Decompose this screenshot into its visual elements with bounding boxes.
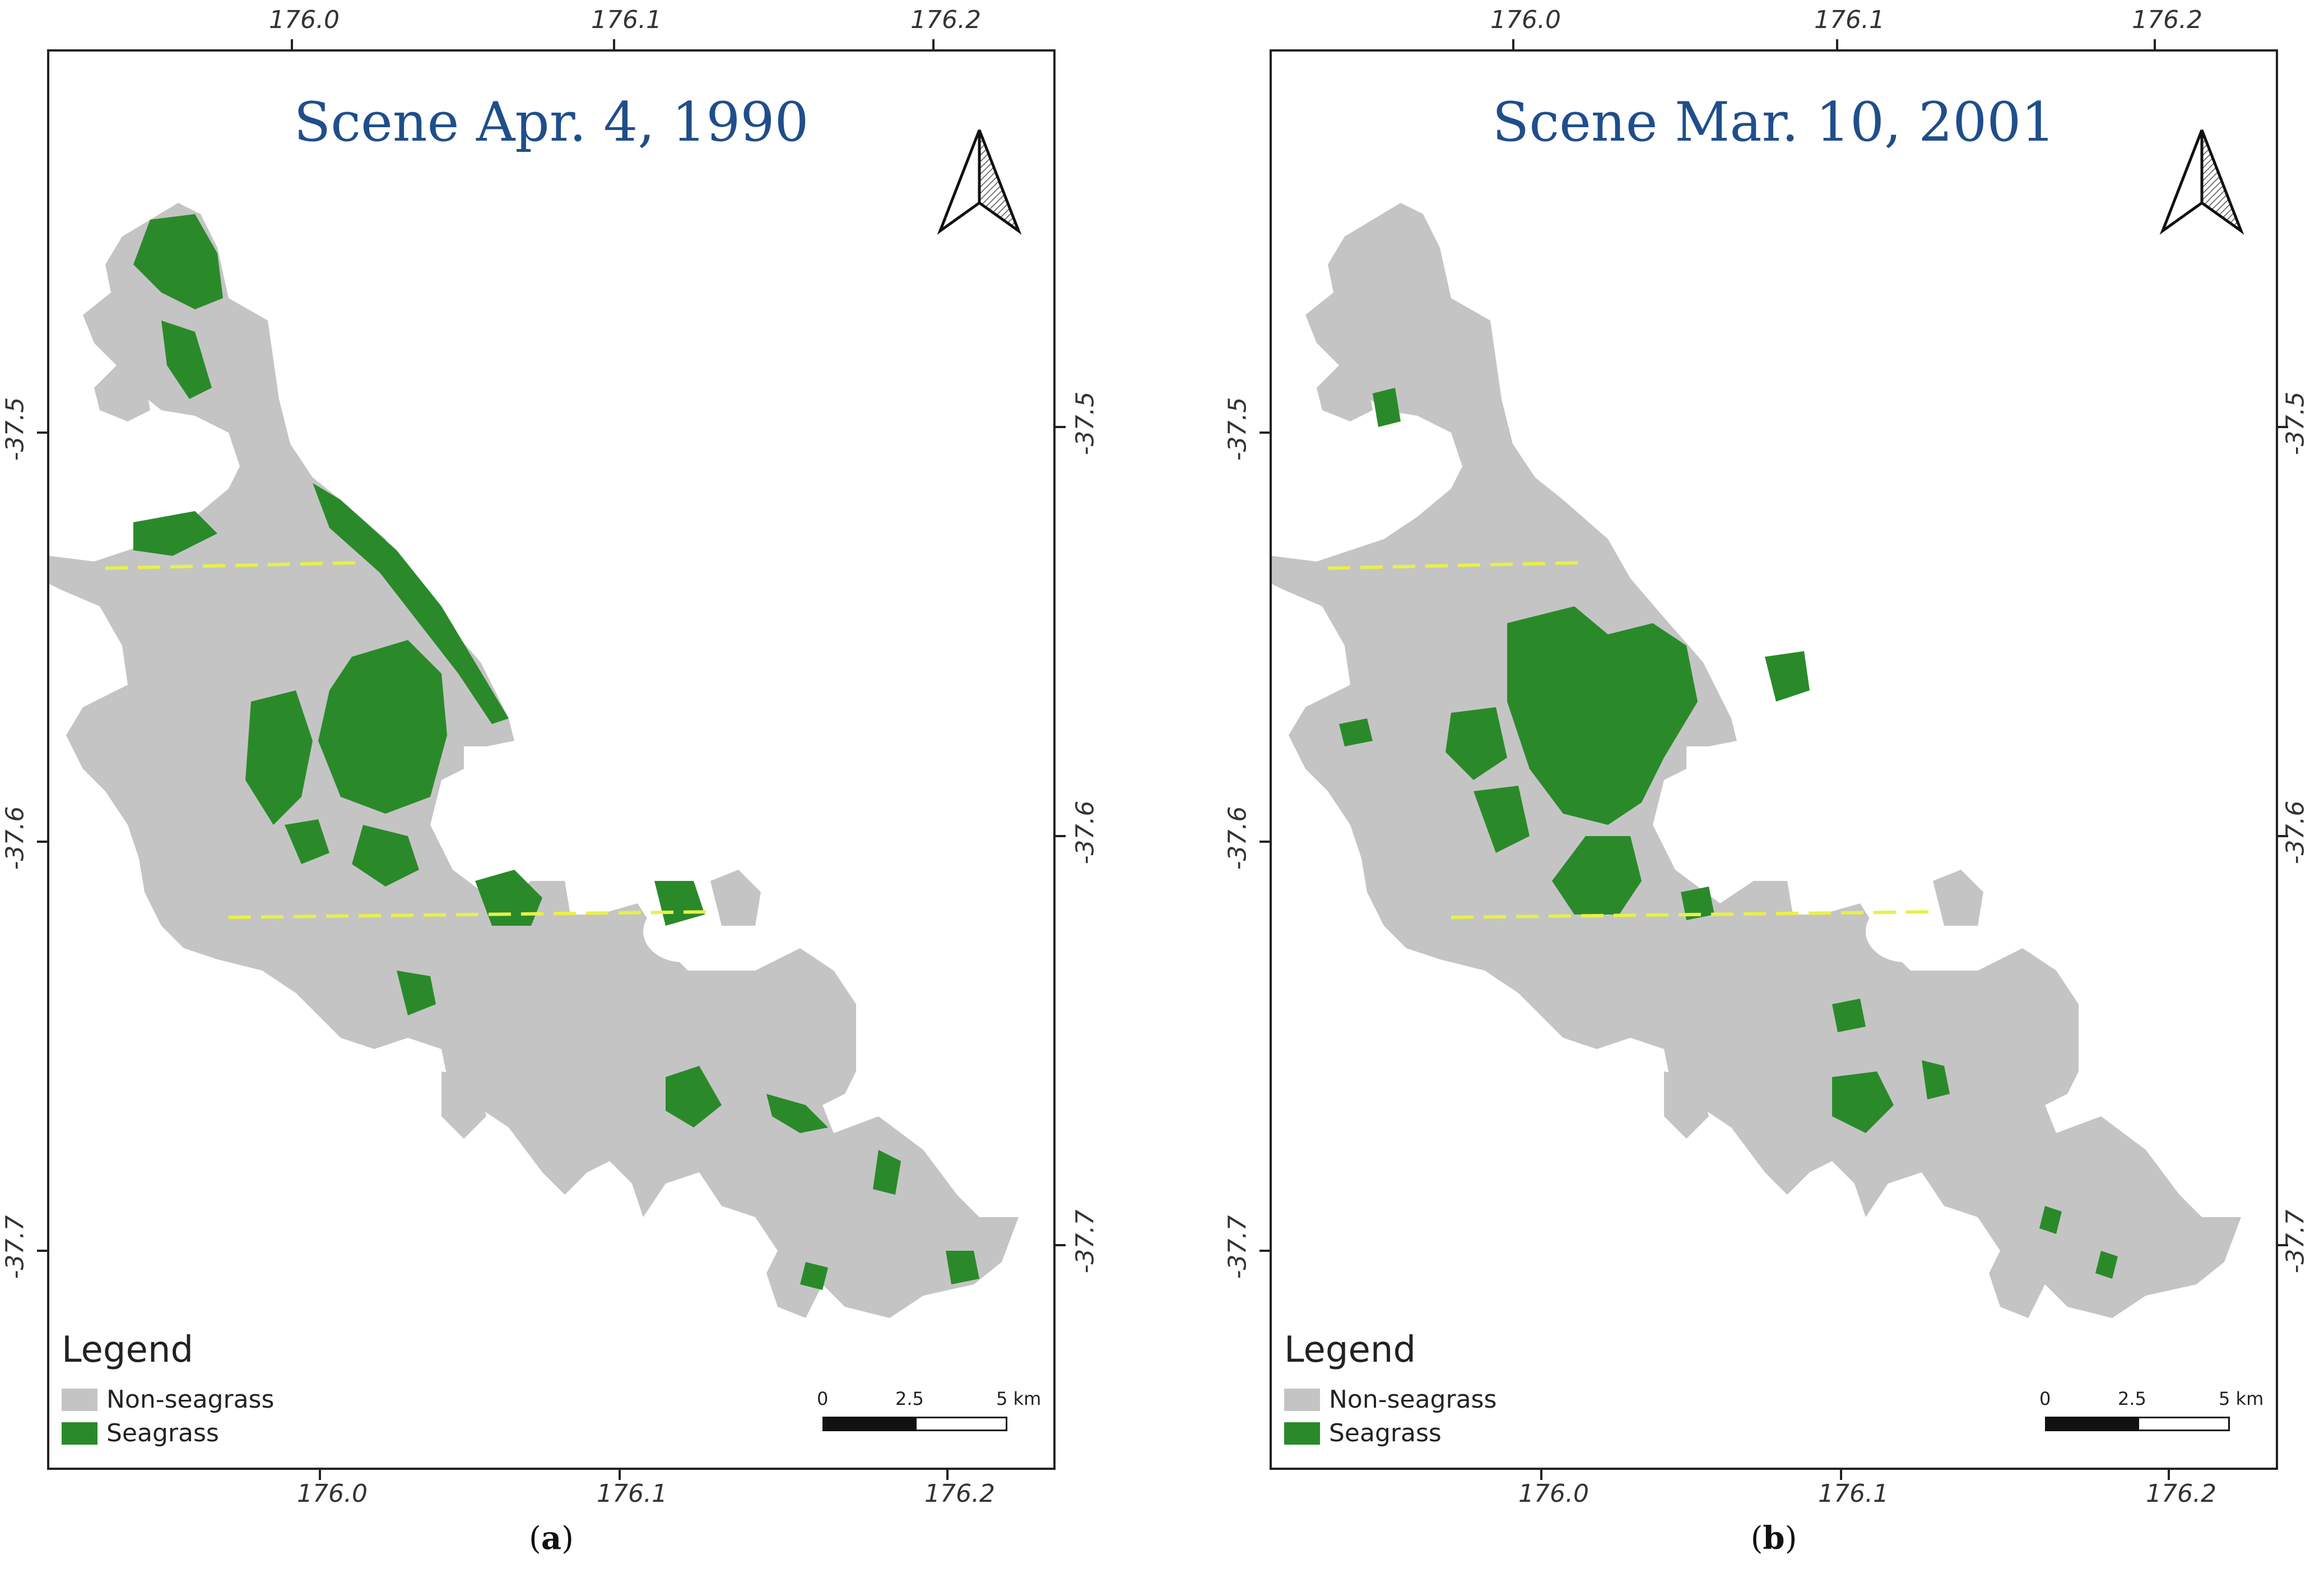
north-arrow-icon — [937, 129, 1022, 235]
legend-title: Legend — [62, 1329, 194, 1371]
tick-mark — [37, 1250, 47, 1252]
tick-mark — [319, 1470, 321, 1480]
tick-mark — [37, 431, 47, 434]
y-tick-left-label: -37.7 — [1223, 1215, 1252, 1279]
legend-title: Legend — [1284, 1329, 1416, 1371]
tick-mark — [1512, 39, 1514, 49]
tick-mark — [2278, 426, 2288, 428]
scale-bar-black — [822, 1417, 915, 1431]
legend-item-seagrass: Seagrass — [1284, 1419, 1442, 1447]
legend-item-non-seagrass: Non-seagrass — [1284, 1385, 1496, 1414]
y-tick-left-label: -37.7 — [1, 1215, 30, 1279]
x-tick-top-label: 176.2 — [910, 6, 981, 34]
tick-mark — [1056, 1244, 1066, 1246]
map-panel-b: Scene Mar. 10, 2001 Legend Non-seagrass … — [1270, 49, 2278, 1470]
tick-mark — [1056, 835, 1066, 837]
x-tick-top-label: 176.0 — [1490, 6, 1561, 34]
scale-label-end: 5 km — [2219, 1388, 2264, 1409]
tick-mark — [1840, 1470, 1842, 1480]
tick-mark — [2168, 1470, 2170, 1480]
tick-mark — [946, 1470, 949, 1480]
transect-lines — [105, 561, 717, 919]
scene-title: Scene Apr. 4, 1990 — [294, 91, 809, 154]
y-tick-right-label: -37.5 — [1071, 391, 1100, 456]
tick-mark — [37, 841, 47, 843]
map-canvas — [1272, 203, 2241, 1318]
swatch-green-icon — [1284, 1422, 1320, 1445]
scale-bar-white — [2137, 1417, 2230, 1431]
legend-item-seagrass: Seagrass — [62, 1419, 219, 1447]
y-tick-right-label: -37.5 — [2281, 391, 2310, 456]
legend-label: Non-seagrass — [106, 1385, 275, 1414]
legend-label: Non-seagrass — [1329, 1385, 1497, 1414]
y-tick-right-label: -37.6 — [2281, 800, 2310, 865]
x-tick-bottom-label: 176.2 — [924, 1479, 995, 1508]
y-tick-left-label: -37.5 — [1223, 397, 1252, 461]
y-tick-right-label: -37.6 — [1071, 800, 1100, 865]
scale-label-0: 0 — [817, 1388, 829, 1409]
tick-mark — [1259, 1250, 1270, 1252]
scene-title: Scene Mar. 10, 2001 — [1492, 91, 2056, 154]
x-tick-bottom-label: 176.0 — [297, 1479, 368, 1508]
y-tick-left-label: -37.6 — [1, 806, 30, 870]
x-tick-top-label: 176.1 — [591, 6, 662, 34]
x-tick-bottom-label: 176.1 — [597, 1479, 667, 1508]
tick-mark — [932, 39, 935, 49]
x-tick-bottom-label: 176.0 — [1518, 1479, 1589, 1508]
legend-label: Seagrass — [106, 1419, 219, 1447]
tick-mark — [1259, 431, 1270, 434]
tick-mark — [2278, 1244, 2288, 1246]
tick-mark — [1836, 39, 1838, 49]
caption-b: (b) — [1750, 1520, 1797, 1557]
transect-lines — [1327, 561, 1939, 919]
seagrass-patches — [133, 214, 979, 1290]
x-tick-bottom-label: 176.2 — [2146, 1479, 2216, 1508]
x-tick-bottom-label: 176.1 — [1818, 1479, 1889, 1508]
y-tick-left-label: -37.5 — [1, 397, 30, 461]
map-panel-a: Scene Apr. 4, 1990 Legend Non-seagrass S… — [47, 49, 1056, 1470]
swatch-gray-icon — [62, 1388, 97, 1411]
estuary-non-seagrass — [49, 203, 1019, 1318]
tick-mark — [2278, 835, 2288, 837]
tick-mark — [1259, 841, 1270, 843]
tick-mark — [613, 39, 615, 49]
x-tick-top-label: 176.1 — [1814, 6, 1885, 34]
x-tick-top-label: 176.2 — [2132, 6, 2202, 34]
caption-a: (a) — [528, 1520, 574, 1557]
swatch-green-icon — [62, 1422, 97, 1445]
estuary-non-seagrass — [1272, 203, 2241, 1318]
tick-mark — [1540, 1470, 1542, 1480]
scale-label-0: 0 — [2039, 1388, 2051, 1409]
scale-bar-white — [915, 1417, 1007, 1431]
y-tick-right-label: -37.7 — [1071, 1209, 1100, 1274]
scale-label-mid: 2.5 — [2118, 1388, 2146, 1409]
seagrass-patches — [1339, 388, 2118, 1279]
tick-mark — [1056, 426, 1066, 428]
legend-item-non-seagrass: Non-seagrass — [62, 1385, 274, 1414]
x-tick-top-label: 176.0 — [269, 6, 340, 34]
legend-label: Seagrass — [1329, 1419, 1442, 1447]
tick-mark — [291, 39, 293, 49]
tick-mark — [619, 1470, 621, 1480]
north-arrow-icon — [2159, 129, 2244, 235]
swatch-gray-icon — [1284, 1388, 1320, 1411]
scale-bar-black — [2045, 1417, 2137, 1431]
map-canvas — [49, 203, 1019, 1318]
tick-mark — [2154, 39, 2156, 49]
scale-label-mid: 2.5 — [895, 1388, 924, 1409]
scale-label-end: 5 km — [996, 1388, 1042, 1409]
y-tick-right-label: -37.7 — [2281, 1209, 2310, 1274]
y-tick-left-label: -37.6 — [1223, 806, 1252, 870]
